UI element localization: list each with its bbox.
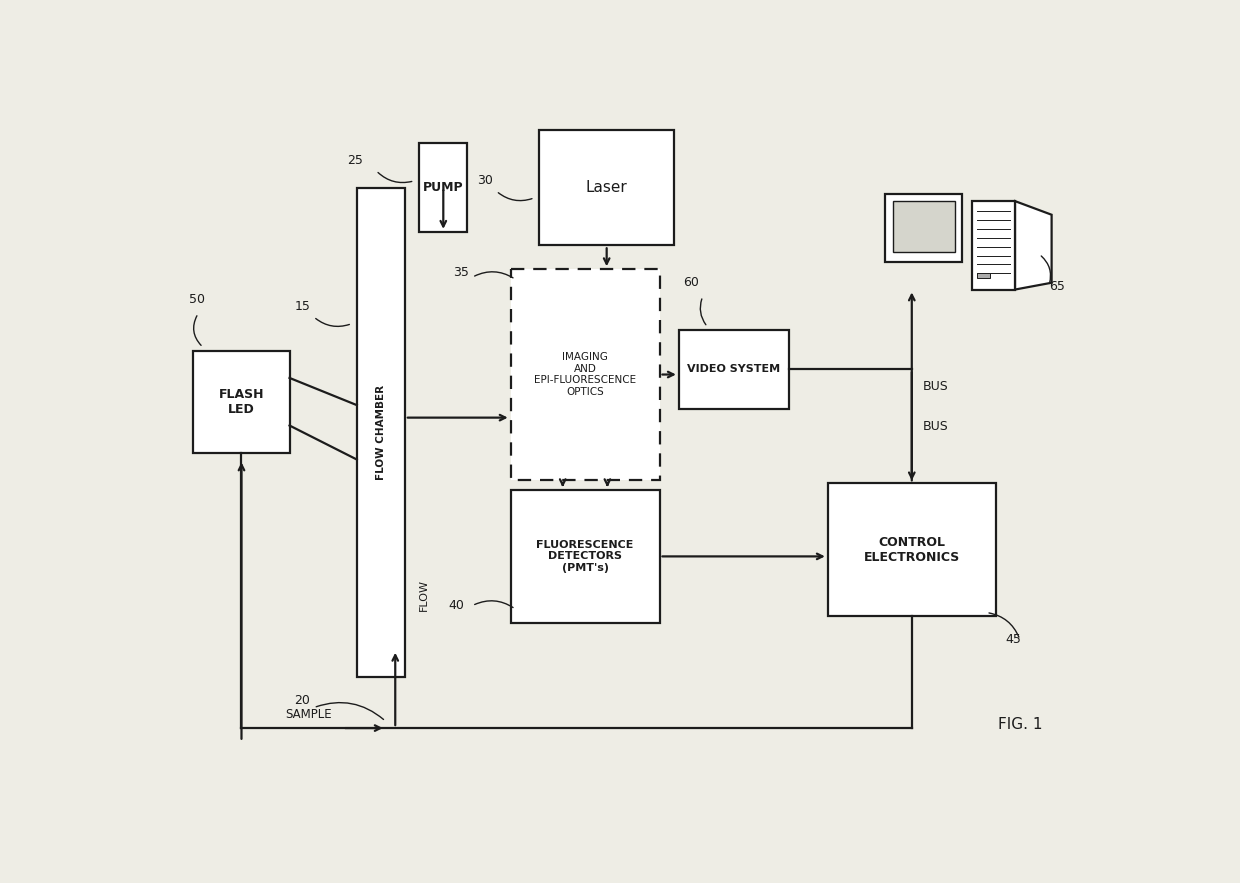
Text: 20: 20 — [294, 694, 310, 707]
Polygon shape — [1016, 201, 1052, 290]
Text: 50: 50 — [188, 293, 205, 306]
Text: IMAGING
AND
EPI-FLUORESCENCE
OPTICS: IMAGING AND EPI-FLUORESCENCE OPTICS — [534, 352, 636, 397]
Text: BUS: BUS — [923, 420, 949, 433]
Text: BUS: BUS — [923, 380, 949, 393]
Bar — [972, 201, 1016, 290]
Text: Laser: Laser — [585, 180, 627, 195]
Bar — [885, 194, 962, 262]
Text: 45: 45 — [1006, 633, 1022, 646]
Bar — [511, 490, 660, 623]
Bar — [678, 330, 789, 409]
Text: FLASH
LED: FLASH LED — [218, 388, 264, 416]
Bar — [511, 269, 660, 480]
Text: CONTROL
ELECTRONICS: CONTROL ELECTRONICS — [864, 536, 960, 563]
Text: VIDEO SYSTEM: VIDEO SYSTEM — [687, 365, 780, 374]
Bar — [977, 273, 990, 278]
Bar — [893, 201, 955, 253]
Text: 15: 15 — [294, 300, 310, 313]
Text: FLOW CHAMBER: FLOW CHAMBER — [376, 385, 386, 479]
Text: SAMPLE: SAMPLE — [285, 708, 332, 721]
Text: 40: 40 — [448, 599, 464, 612]
Bar — [193, 351, 290, 453]
Text: FIG. 1: FIG. 1 — [998, 717, 1042, 732]
Text: 65: 65 — [1049, 280, 1065, 292]
Bar — [419, 143, 467, 231]
Text: PUMP: PUMP — [423, 181, 464, 194]
Text: FLUORESCENCE
DETECTORS
(PMT's): FLUORESCENCE DETECTORS (PMT's) — [537, 540, 634, 573]
Text: 30: 30 — [477, 174, 492, 187]
Text: 25: 25 — [347, 154, 363, 167]
Text: 60: 60 — [683, 276, 699, 289]
Bar — [357, 187, 404, 677]
Text: 35: 35 — [453, 266, 469, 279]
Bar — [828, 483, 996, 616]
Bar — [539, 130, 675, 245]
Text: FLOW: FLOW — [419, 579, 429, 612]
